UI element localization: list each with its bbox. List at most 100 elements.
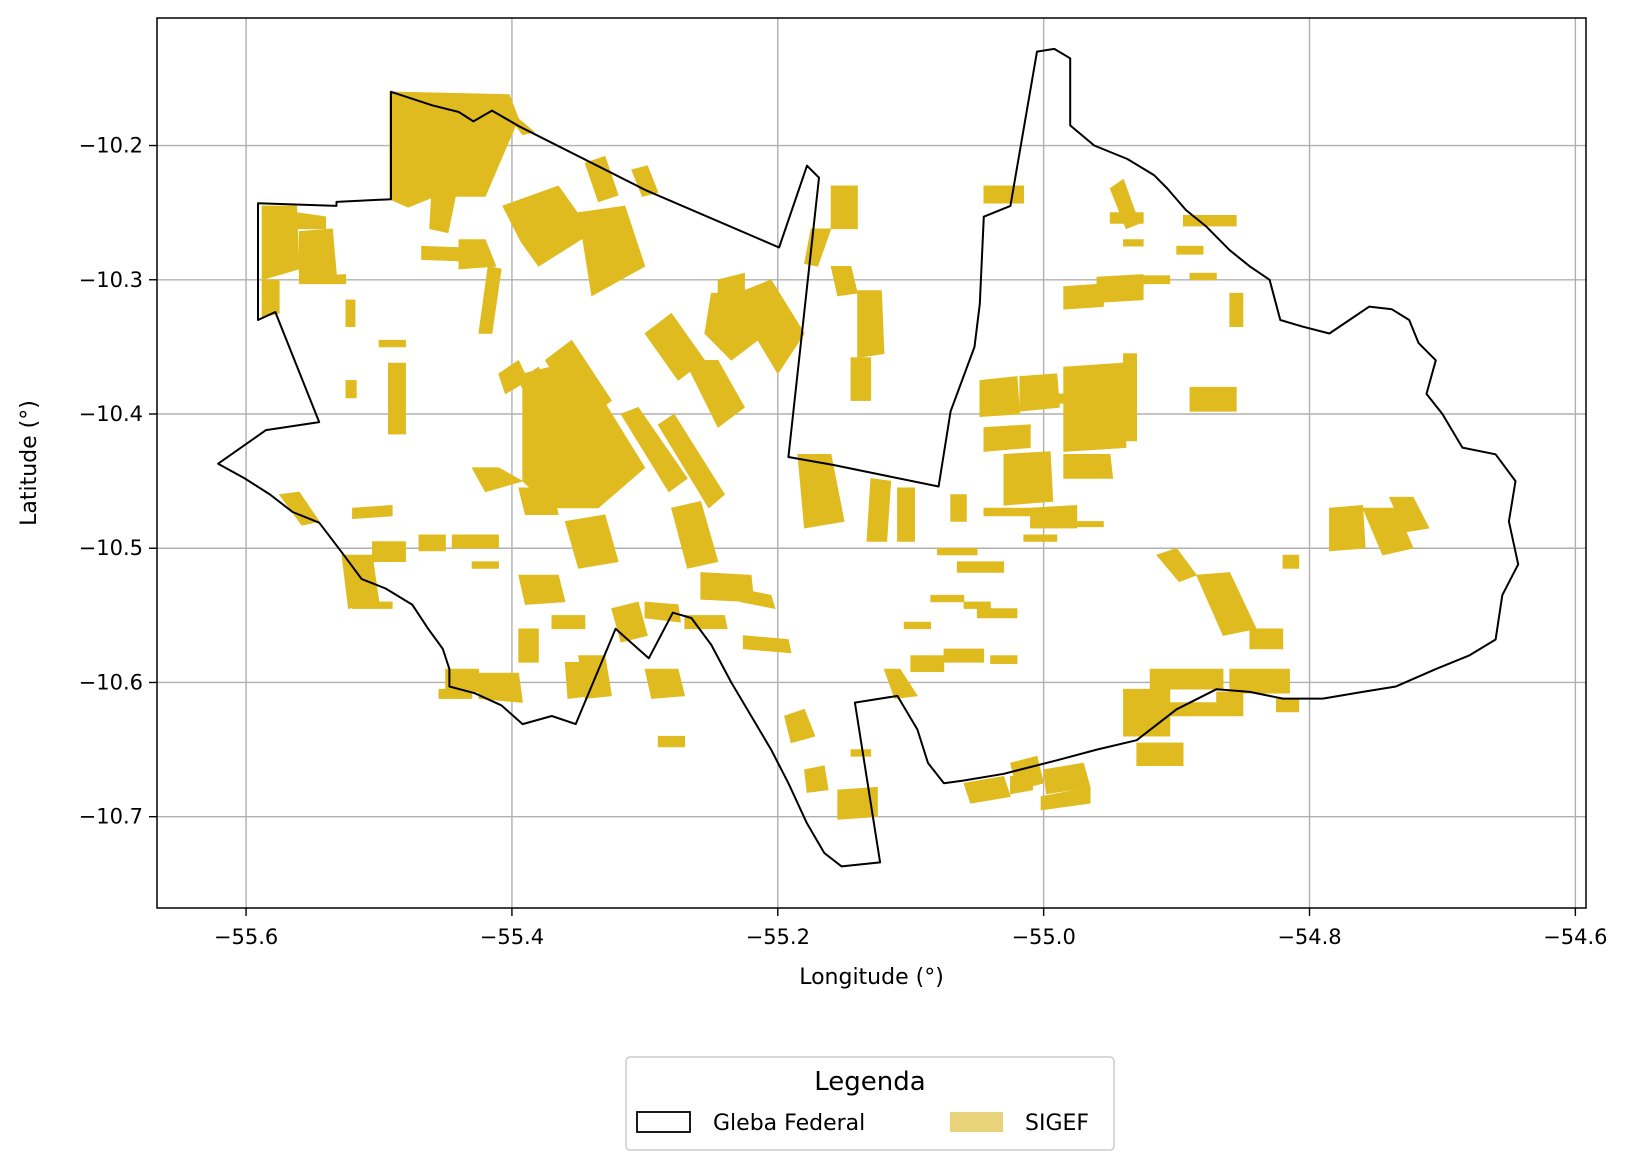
sigef-parcel — [1040, 786, 1091, 811]
sigef-parcel — [564, 662, 593, 699]
sigef-parcel — [298, 228, 337, 278]
sigef-parcel — [352, 601, 393, 609]
sigef-parcel — [471, 561, 499, 569]
sigef-parcel — [830, 185, 858, 230]
sigef-parcel — [1189, 386, 1237, 412]
sigef-parcel — [261, 279, 280, 318]
sigef-parcel — [850, 749, 872, 757]
sigef-parcel — [1123, 688, 1171, 737]
sigef-parcel — [1216, 691, 1244, 717]
sigef-parcel — [1189, 272, 1217, 281]
sigef-parcel — [378, 339, 406, 348]
sigef-parcel — [950, 494, 967, 522]
sigef-parcel — [1063, 454, 1114, 479]
sigef-parcel — [518, 574, 566, 605]
sigef-parcel — [578, 205, 646, 297]
sigef-parcel — [897, 487, 915, 542]
sigef-parcel — [478, 672, 523, 703]
x-axis-label: Longitude (°) — [799, 965, 944, 990]
sigef-parcel — [671, 500, 719, 569]
sigef-parcel — [990, 655, 1018, 664]
x-tick-label: −54.8 — [1277, 925, 1341, 949]
sigef-parcel — [979, 376, 1021, 418]
sigef-parcel — [505, 111, 536, 136]
x-tick-label: −54.6 — [1543, 925, 1607, 949]
sigef-parcel — [1229, 668, 1290, 694]
sigef-parcel — [963, 601, 991, 609]
sigef-parcel — [983, 507, 1031, 517]
sigef-parcel — [1063, 521, 1104, 528]
sigef-parcel — [352, 504, 393, 520]
sigef-parcel — [903, 621, 931, 630]
sigef-parcel — [1010, 773, 1034, 795]
sigef-parcel — [389, 91, 519, 208]
x-tick-label: −55.4 — [480, 925, 544, 949]
y-tick-label: −10.6 — [79, 670, 143, 694]
sigef-parcel — [644, 601, 682, 623]
sigef-parcel — [1229, 292, 1244, 327]
sigef-parcel — [584, 155, 619, 203]
sigef-parcel — [298, 274, 347, 285]
sigef-parcel — [1063, 283, 1104, 310]
sigef-parcel — [1176, 245, 1204, 255]
sigef-parcel — [717, 272, 745, 297]
legend-title: Legenda — [814, 1067, 925, 1097]
sigef-parcel — [1019, 373, 1060, 412]
sigef-parcel — [478, 265, 502, 334]
sigef-parcel — [937, 547, 978, 556]
x-axis-ticks: −55.6 −55.4 −55.2 −55.0 −54.8 −54.6 — [214, 908, 1608, 949]
sigef-parcel — [943, 648, 985, 663]
y-tick-label: −10.4 — [79, 402, 143, 426]
sigef-parcel — [1329, 504, 1366, 552]
sigef-parcel — [804, 765, 829, 793]
sigef-parcel — [866, 478, 892, 542]
sigef-parcel — [742, 635, 792, 654]
sigef-parcel — [1056, 393, 1084, 404]
sigef-parcel — [784, 708, 816, 744]
plot-area-frame — [156, 17, 1587, 909]
x-tick-label: −55.0 — [1011, 925, 1075, 949]
sigef-parcel — [620, 406, 688, 493]
sigef-parcel — [737, 588, 776, 609]
sigef-parcel — [1096, 274, 1144, 303]
sigef-parcel — [857, 290, 885, 358]
sigef-parcel — [1123, 239, 1144, 247]
sigef-parcel — [910, 655, 945, 672]
sigef-parcel — [388, 362, 406, 435]
y-tick-label: −10.7 — [79, 805, 143, 829]
y-tick-label: −10.5 — [79, 536, 143, 560]
sigef-parcel — [345, 299, 356, 327]
sigef-parcel — [850, 357, 872, 401]
sigef-parcel — [983, 424, 1031, 452]
legend-label-gleba-federal: Gleba Federal — [713, 1111, 865, 1136]
sigef-parcel — [261, 205, 300, 281]
sigef-parcel — [458, 239, 497, 270]
sigef-parcel — [1276, 698, 1300, 713]
legend: Legenda Gleba Federal SIGEF — [625, 1056, 1115, 1151]
sigef-parcel — [797, 454, 845, 529]
sigef-parcel — [451, 534, 499, 549]
legend-swatch-gleba-federal — [636, 1111, 691, 1133]
sigef-parcel — [983, 185, 1024, 204]
sigef-parcel — [564, 514, 619, 569]
sigef-parcel — [421, 245, 460, 262]
sigef-parcel — [837, 786, 878, 820]
sigef-parcel — [1003, 451, 1054, 506]
legend-label-sigef: SIGEF — [1025, 1111, 1089, 1136]
sigef-parcel — [296, 212, 327, 230]
sigef-parcel — [631, 165, 659, 197]
sigef-parcel — [502, 185, 593, 267]
sigef-parcel — [1136, 742, 1184, 766]
sigef-parcel — [1109, 178, 1140, 230]
sigef-parcel — [684, 360, 745, 428]
sigef-parcel — [372, 541, 406, 562]
sigef-parcel — [930, 594, 965, 603]
sigef-parcel — [737, 279, 805, 375]
sigef-parcel — [418, 534, 446, 552]
sigef-parcel — [429, 180, 460, 234]
sigef-parcel — [1149, 668, 1224, 690]
sigef-parcel — [883, 668, 918, 699]
gleba-federal-layer — [217, 47, 1520, 868]
sigef-parcel — [1388, 496, 1430, 533]
